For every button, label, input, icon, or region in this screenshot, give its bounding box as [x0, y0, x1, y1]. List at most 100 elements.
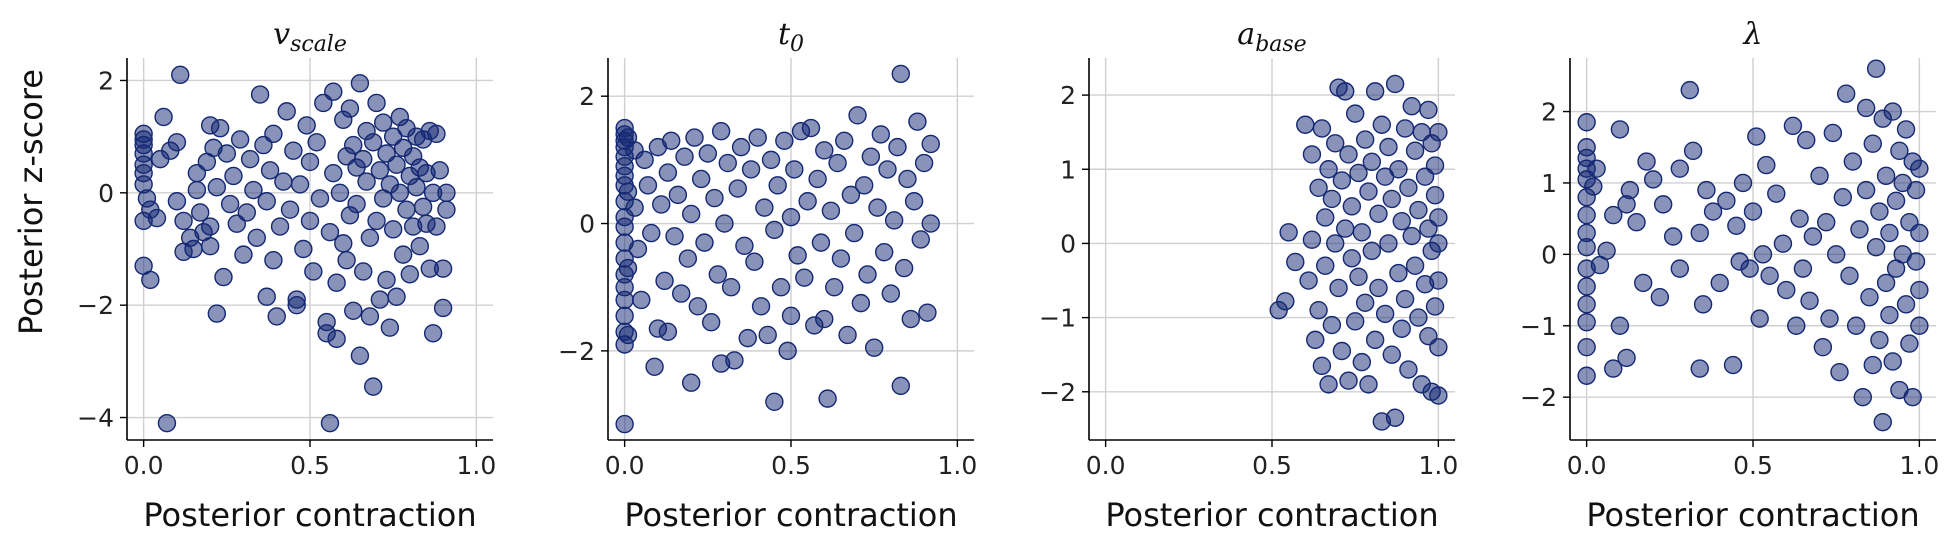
data-point — [1767, 184, 1786, 203]
data-point — [1750, 309, 1769, 328]
data-point — [618, 325, 638, 345]
data-point — [1312, 356, 1332, 376]
data-point — [1663, 227, 1683, 246]
panel-title-main: a — [1237, 17, 1255, 52]
panel-title: abase — [1237, 17, 1306, 57]
data-point — [771, 278, 791, 297]
data-point — [891, 376, 910, 396]
data-point — [855, 176, 874, 195]
data-point — [818, 389, 837, 408]
data-point — [1637, 152, 1656, 171]
data-point — [393, 245, 413, 264]
data-point — [1816, 213, 1836, 232]
data-point — [1670, 259, 1690, 278]
data-point — [370, 161, 390, 180]
data-point — [1395, 119, 1415, 138]
x-tick-label: 0.0 — [124, 451, 164, 480]
data-point — [1690, 359, 1709, 378]
data-point — [1633, 273, 1653, 293]
data-point — [1296, 115, 1315, 134]
data-point — [1329, 278, 1348, 298]
data-point — [274, 172, 293, 191]
data-point — [1643, 170, 1663, 189]
data-point — [768, 176, 787, 195]
data-point — [360, 228, 380, 247]
data-point — [828, 153, 847, 173]
data-point — [217, 144, 237, 163]
data-point — [765, 220, 784, 240]
data-point — [247, 228, 266, 247]
data-point — [698, 144, 718, 163]
data-point — [387, 287, 406, 306]
data-point — [1339, 371, 1358, 390]
data-point — [200, 236, 220, 256]
data-point — [675, 147, 694, 166]
data-point — [738, 328, 757, 348]
data-point — [1399, 360, 1418, 379]
data-point — [1860, 287, 1879, 307]
data-point — [224, 166, 243, 186]
data-point — [1429, 122, 1448, 142]
data-point — [1653, 195, 1673, 214]
data-point — [200, 217, 220, 236]
data-point — [1876, 273, 1896, 293]
data-point — [1389, 263, 1408, 283]
data-point — [1890, 141, 1909, 161]
data-point — [190, 203, 210, 222]
data-point — [171, 65, 190, 85]
data-point — [364, 133, 383, 152]
y-tick-label: 2 — [1060, 81, 1076, 110]
data-point — [310, 189, 330, 208]
data-point — [652, 195, 671, 214]
data-point — [327, 329, 346, 349]
panel-title-subscript: scale — [290, 32, 347, 57]
data-point — [811, 233, 831, 252]
data-point — [1349, 163, 1368, 183]
data-point — [257, 192, 276, 211]
data-point — [761, 150, 781, 170]
data-point — [1863, 134, 1882, 153]
data-point — [1429, 338, 1448, 357]
data-point — [628, 239, 648, 259]
data-point — [1597, 241, 1616, 260]
data-point — [1372, 115, 1392, 134]
x-tick-label: 0.0 — [1567, 451, 1607, 480]
data-point — [1690, 223, 1709, 243]
data-point — [1757, 155, 1776, 175]
data-point — [374, 113, 393, 132]
data-point — [1850, 220, 1869, 239]
data-point — [270, 217, 290, 236]
data-point — [1683, 141, 1703, 161]
data-point — [1697, 180, 1716, 200]
data-point — [327, 273, 346, 292]
data-point — [297, 116, 316, 135]
data-point — [437, 183, 456, 203]
data-point — [708, 265, 727, 284]
data-point — [718, 153, 737, 173]
data-point — [287, 295, 306, 315]
data-point — [668, 185, 688, 205]
data-point — [645, 357, 664, 376]
data-point — [1405, 256, 1425, 275]
data-point — [1379, 137, 1398, 157]
data-point — [400, 265, 420, 284]
data-point — [781, 207, 801, 227]
data-point — [908, 112, 927, 131]
data-point — [1312, 119, 1332, 138]
data-point — [1903, 387, 1922, 407]
data-point — [1332, 341, 1352, 361]
data-point — [330, 183, 350, 203]
data-point — [748, 128, 767, 147]
data-point — [230, 130, 250, 149]
y-tick-label: −2 — [1520, 383, 1557, 412]
data-point — [174, 211, 193, 231]
data-point — [1886, 191, 1906, 211]
data-point — [337, 251, 356, 270]
data-point — [655, 271, 674, 291]
data-point — [888, 137, 907, 157]
data-point — [642, 223, 661, 243]
data-point — [884, 211, 904, 230]
data-point — [1299, 271, 1318, 290]
data-point — [1359, 182, 1378, 201]
data-point — [1385, 408, 1405, 427]
